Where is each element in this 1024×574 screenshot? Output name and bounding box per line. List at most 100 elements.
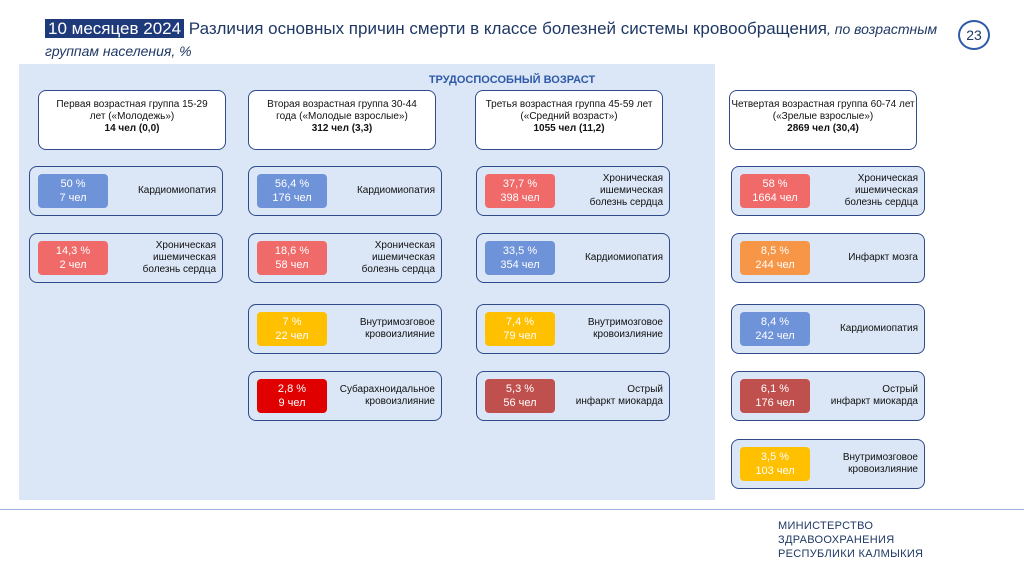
cause-count: 9 чел <box>278 397 306 409</box>
age-group-count: 14 чел (0,0) <box>104 123 160 134</box>
age-group-count: 2869 чел (30,4) <box>787 123 859 134</box>
cause-percent-badge: 50 % 7 чел <box>38 174 108 208</box>
age-group-2: Вторая возрастная группа 30-44 года («Мол… <box>248 90 436 150</box>
age-group-1: Первая возрастная группа 15-29 лет («Моло… <box>38 90 226 150</box>
age-group-l1: Третья возрастная группа 45-59 лет <box>485 99 653 110</box>
cause-name: Кардиомиопатия <box>584 252 663 263</box>
page-number: 23 <box>958 20 990 50</box>
cause-percent-badge: 8,4 % 242 чел <box>740 312 810 346</box>
cause-card: 56,4 % 176 чел Кардиомиопатия <box>248 166 442 216</box>
cause-card: 33,5 % 354 чел Кардиомиопатия <box>476 233 670 283</box>
title-subtitle-b: группам населения, % <box>45 43 192 59</box>
age-group-l2: года («Молодые взрослые») <box>276 111 408 122</box>
cause-name: Инфаркт мозга <box>848 252 918 263</box>
cause-card: 14,3 % 2 чел Хроническая ишемическая болез… <box>29 233 223 283</box>
slide-title: 10 месяцев 2024 Различия основных причин… <box>45 18 945 62</box>
cause-card: 8,4 % 242 чел Кардиомиопатия <box>731 304 925 354</box>
cause-percent-badge: 58 % 1664 чел <box>740 174 810 208</box>
title-highlight: 10 месяцев 2024 <box>45 19 185 38</box>
cause-percent: 50 % <box>60 178 86 190</box>
cause-card: 58 % 1664 чел Хроническая ишемическая боле… <box>731 166 925 216</box>
cause-count: 1664 чел <box>752 192 798 204</box>
cause-percent: 2,8 % <box>277 383 307 395</box>
title-text: Различия основных причин смерти в классе… <box>188 19 828 38</box>
ministry-line-3: РЕСПУБЛИКИ КАЛМЫКИЯ <box>778 548 924 560</box>
cause-percent: 33,5 % <box>502 245 538 257</box>
cause-name: Острый инфаркт миокарда <box>830 384 918 407</box>
working-age-label: ТРУДОСПОСОБНЫЙ ВОЗРАСТ <box>428 74 596 86</box>
cause-percent-badge: 2,8 % 9 чел <box>257 379 327 413</box>
cause-percent-badge: 5,3 % 56 чел <box>485 379 555 413</box>
cause-card: 18,6 % 58 чел Хроническая ишемическая боле… <box>248 233 442 283</box>
cause-percent: 37,7 % <box>502 178 538 190</box>
cause-percent-badge: 7 % 22 чел <box>257 312 327 346</box>
age-group-l1: Первая возрастная группа 15-29 <box>56 99 208 110</box>
age-group-3: Третья возрастная группа 45-59 лет («Сред… <box>475 90 663 150</box>
cause-percent-badge: 14,3 % 2 чел <box>38 241 108 275</box>
cause-card: 7,4 % 79 чел Внутримозговое кровоизлияние <box>476 304 670 354</box>
cause-card: 50 % 7 чел Кардиомиопатия <box>29 166 223 216</box>
cause-name: Кардиомиопатия <box>137 185 216 196</box>
cause-percent-badge: 8,5 % 244 чел <box>740 241 810 275</box>
cause-name: Хроническая ишемическая болезнь сердца <box>142 240 216 275</box>
cause-count: 103 чел <box>755 465 795 477</box>
cause-percent-badge: 37,7 % 398 чел <box>485 174 555 208</box>
cause-card: 2,8 % 9 чел Субарахноидальное кровоизлияни… <box>248 371 442 421</box>
cause-card: 3,5 % 103 чел Внутримозговое кровоизлияние <box>731 439 925 489</box>
age-group-l2: («Средний возраст») <box>520 111 618 122</box>
age-group-count: 312 чел (3,3) <box>311 123 373 134</box>
cause-card: 5,3 % 56 чел Острый инфаркт миокарда <box>476 371 670 421</box>
cause-percent: 5,3 % <box>505 383 535 395</box>
cause-percent-badge: 56,4 % 176 чел <box>257 174 327 208</box>
cause-count: 22 чел <box>275 330 309 342</box>
cause-count: 7 чел <box>59 192 87 204</box>
cause-percent-badge: 18,6 % 58 чел <box>257 241 327 275</box>
age-group-count: 1055 чел (11,2) <box>533 123 605 134</box>
cause-count: 56 чел <box>503 397 537 409</box>
cause-name: Острый инфаркт миокарда <box>575 384 663 407</box>
ministry-line-2: ЗДРАВООХРАНЕНИЯ <box>778 534 895 546</box>
age-group-4: Четвертая возрастная группа 60-74 лет («З… <box>729 90 917 150</box>
cause-count: 58 чел <box>275 259 309 271</box>
cause-percent: 8,5 % <box>760 245 790 257</box>
title-subtitle-a: , по возрастным <box>827 21 938 37</box>
cause-name: Хроническая ишемическая болезнь сердца <box>361 240 435 275</box>
cause-count: 398 чел <box>500 192 540 204</box>
cause-count: 354 чел <box>500 259 540 271</box>
cause-percent-badge: 33,5 % 354 чел <box>485 241 555 275</box>
cause-name: Внутримозговое кровоизлияние <box>842 452 918 475</box>
cause-card: 6,1 % 176 чел Острый инфаркт миокарда <box>731 371 925 421</box>
age-group-l1: Вторая возрастная группа 30-44 <box>267 99 417 110</box>
cause-percent-badge: 7,4 % 79 чел <box>485 312 555 346</box>
cause-name: Хроническая ишемическая болезнь сердца <box>589 173 663 208</box>
age-group-l1: Четвертая возрастная группа 60-74 лет <box>731 99 915 110</box>
cause-percent: 7,4 % <box>505 316 535 328</box>
footer-divider <box>0 509 1024 510</box>
cause-count: 176 чел <box>272 192 312 204</box>
cause-name: Внутримозговое кровоизлияние <box>587 317 663 340</box>
cause-card: 37,7 % 398 чел Хроническая ишемическая бол… <box>476 166 670 216</box>
cause-name: Кардиомиопатия <box>839 323 918 334</box>
cause-name: Внутримозговое кровоизлияние <box>359 317 435 340</box>
ministry-line-1: МИНИСТЕРСТВО <box>778 520 874 532</box>
cause-name: Субарахноидальное кровоизлияние <box>339 384 435 407</box>
cause-percent-badge: 3,5 % 103 чел <box>740 447 810 481</box>
cause-percent: 8,4 % <box>760 316 790 328</box>
cause-count: 242 чел <box>755 330 795 342</box>
age-group-l2: («Зрелые взрослые») <box>772 111 874 122</box>
cause-card: 7 % 22 чел Внутримозговое кровоизлияние <box>248 304 442 354</box>
cause-percent: 7 % <box>282 316 302 328</box>
cause-count: 244 чел <box>755 259 795 271</box>
cause-name: Кардиомиопатия <box>356 185 435 196</box>
age-group-l2: лет («Молодежь») <box>89 111 175 122</box>
cause-percent: 3,5 % <box>760 451 790 463</box>
cause-name: Хроническая ишемическая болезнь сердца <box>844 173 918 208</box>
cause-count: 176 чел <box>755 397 795 409</box>
cause-count: 2 чел <box>59 259 87 271</box>
ministry-name: МИНИСТЕРСТВО ЗДРАВООХРАНЕНИЯ РЕСПУБЛИКИ … <box>778 519 923 561</box>
cause-percent: 58 % <box>762 178 788 190</box>
cause-percent: 6,1 % <box>760 383 790 395</box>
cause-percent-badge: 6,1 % 176 чел <box>740 379 810 413</box>
cause-card: 8,5 % 244 чел Инфаркт мозга <box>731 233 925 283</box>
cause-percent: 56,4 % <box>274 178 310 190</box>
